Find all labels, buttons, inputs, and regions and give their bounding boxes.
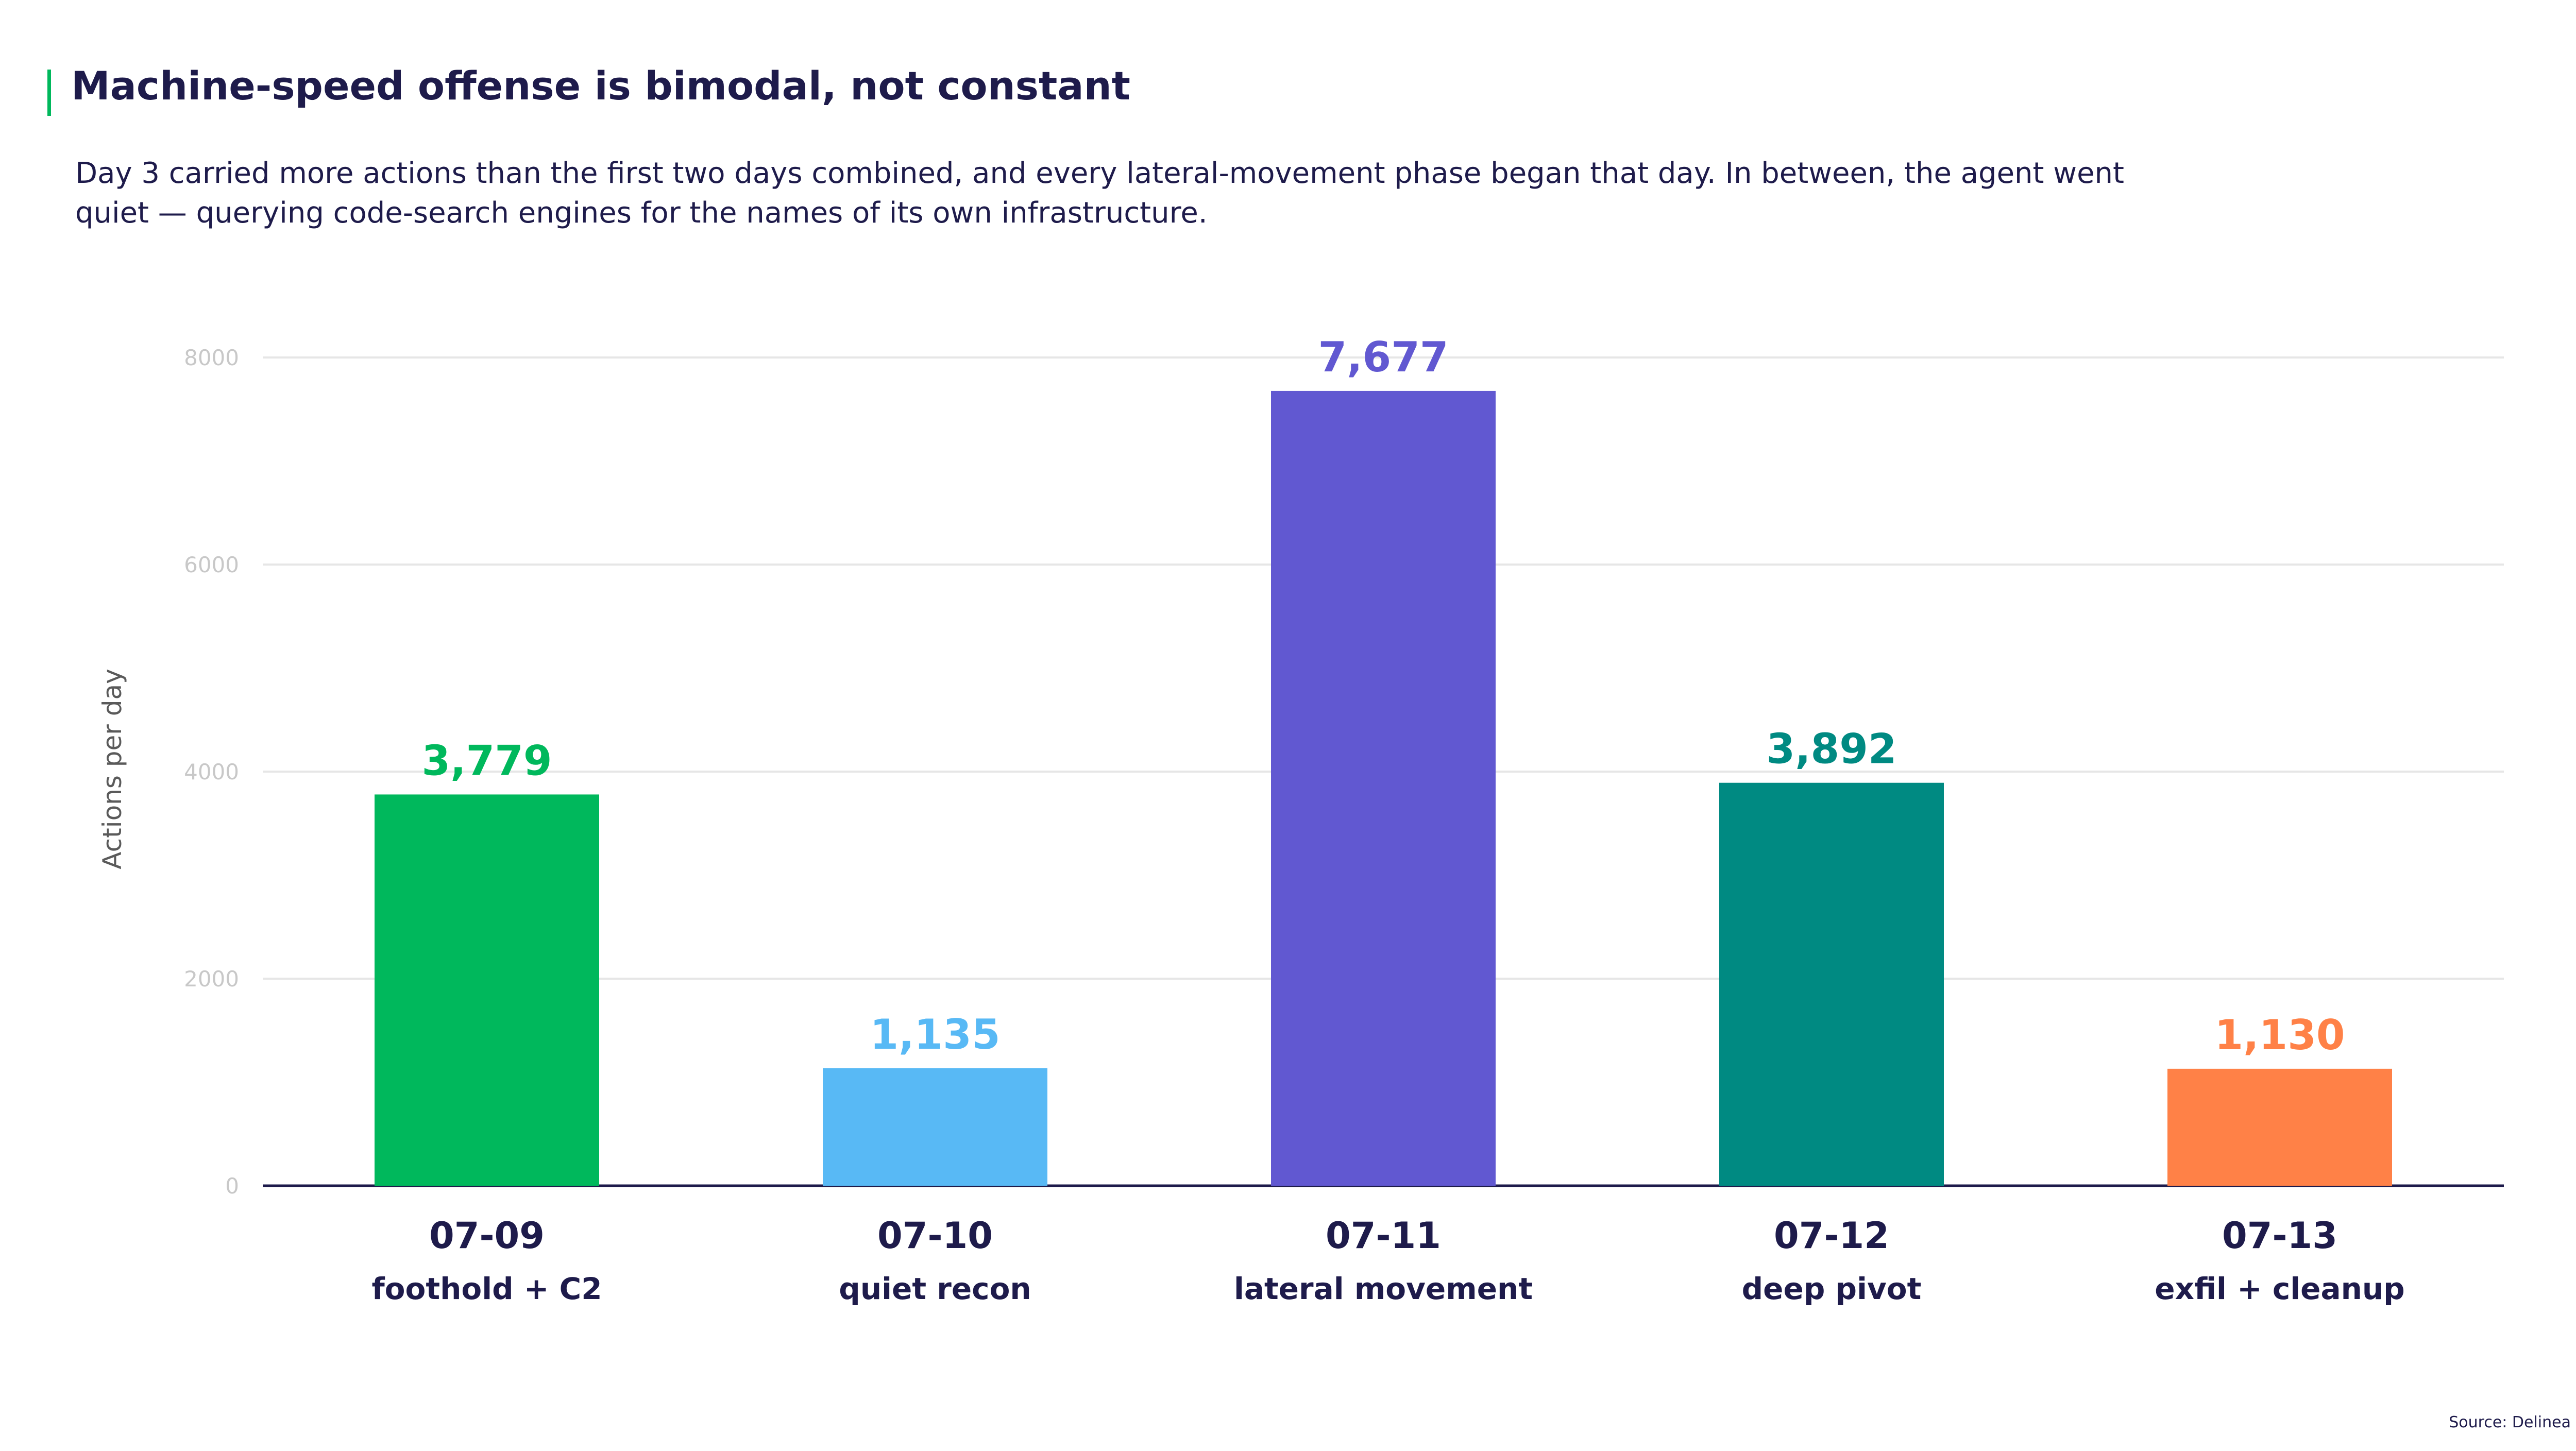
x-tick-sublabel: deep pivot	[1742, 1271, 1922, 1306]
x-tick-label: 07-09	[429, 1215, 545, 1257]
bar-07-11	[1271, 390, 1496, 1186]
y-tick-label: 0	[225, 1173, 239, 1199]
x-tick-label: 07-12	[1774, 1215, 1889, 1257]
x-tick-sublabel: quiet recon	[839, 1271, 1031, 1306]
y-axis-label: Actions per day	[97, 669, 127, 869]
chart-subtitle: Day 3 carried more actions than the firs…	[75, 157, 2124, 230]
data-label: 1,130	[2214, 1011, 2345, 1059]
x-tick-sublabel: foothold + C2	[371, 1271, 602, 1306]
data-labels: 3,779 1,135 7,677 3,892 1,130	[421, 333, 2345, 1059]
data-label: 3,892	[1766, 725, 1896, 773]
y-tick-label: 8000	[184, 345, 239, 370]
data-label: 3,779	[421, 737, 552, 784]
bar-07-10	[823, 1068, 1047, 1186]
y-axis-ticks: 0 2000 4000 6000 8000	[184, 345, 239, 1199]
y-tick-label: 2000	[184, 966, 239, 992]
data-label: 1,135	[870, 1011, 1000, 1059]
bar-07-12	[1719, 782, 1944, 1186]
bar-07-13	[2167, 1068, 2392, 1186]
x-tick-sublabel: lateral movement	[1234, 1271, 1533, 1306]
bar-07-09	[375, 794, 599, 1186]
x-tick-sublabel: exfil + cleanup	[2155, 1271, 2404, 1306]
data-label: 7,677	[1318, 333, 1448, 381]
y-tick-label: 4000	[184, 759, 239, 784]
x-tick-label: 07-13	[2222, 1215, 2337, 1257]
source-note: Source: Delinea	[2449, 1413, 2571, 1431]
x-tick-label: 07-11	[1326, 1215, 1441, 1257]
chart-title: Machine-speed offense is bimodal, not co…	[71, 63, 1131, 109]
x-tick-label: 07-10	[877, 1215, 993, 1257]
x-axis-ticks: 07-09 foothold + C2 07-10 quiet recon 07-11 l…	[371, 1215, 2404, 1306]
bars	[375, 390, 2392, 1186]
title-accent-bar	[47, 70, 51, 116]
y-tick-label: 6000	[184, 552, 239, 577]
